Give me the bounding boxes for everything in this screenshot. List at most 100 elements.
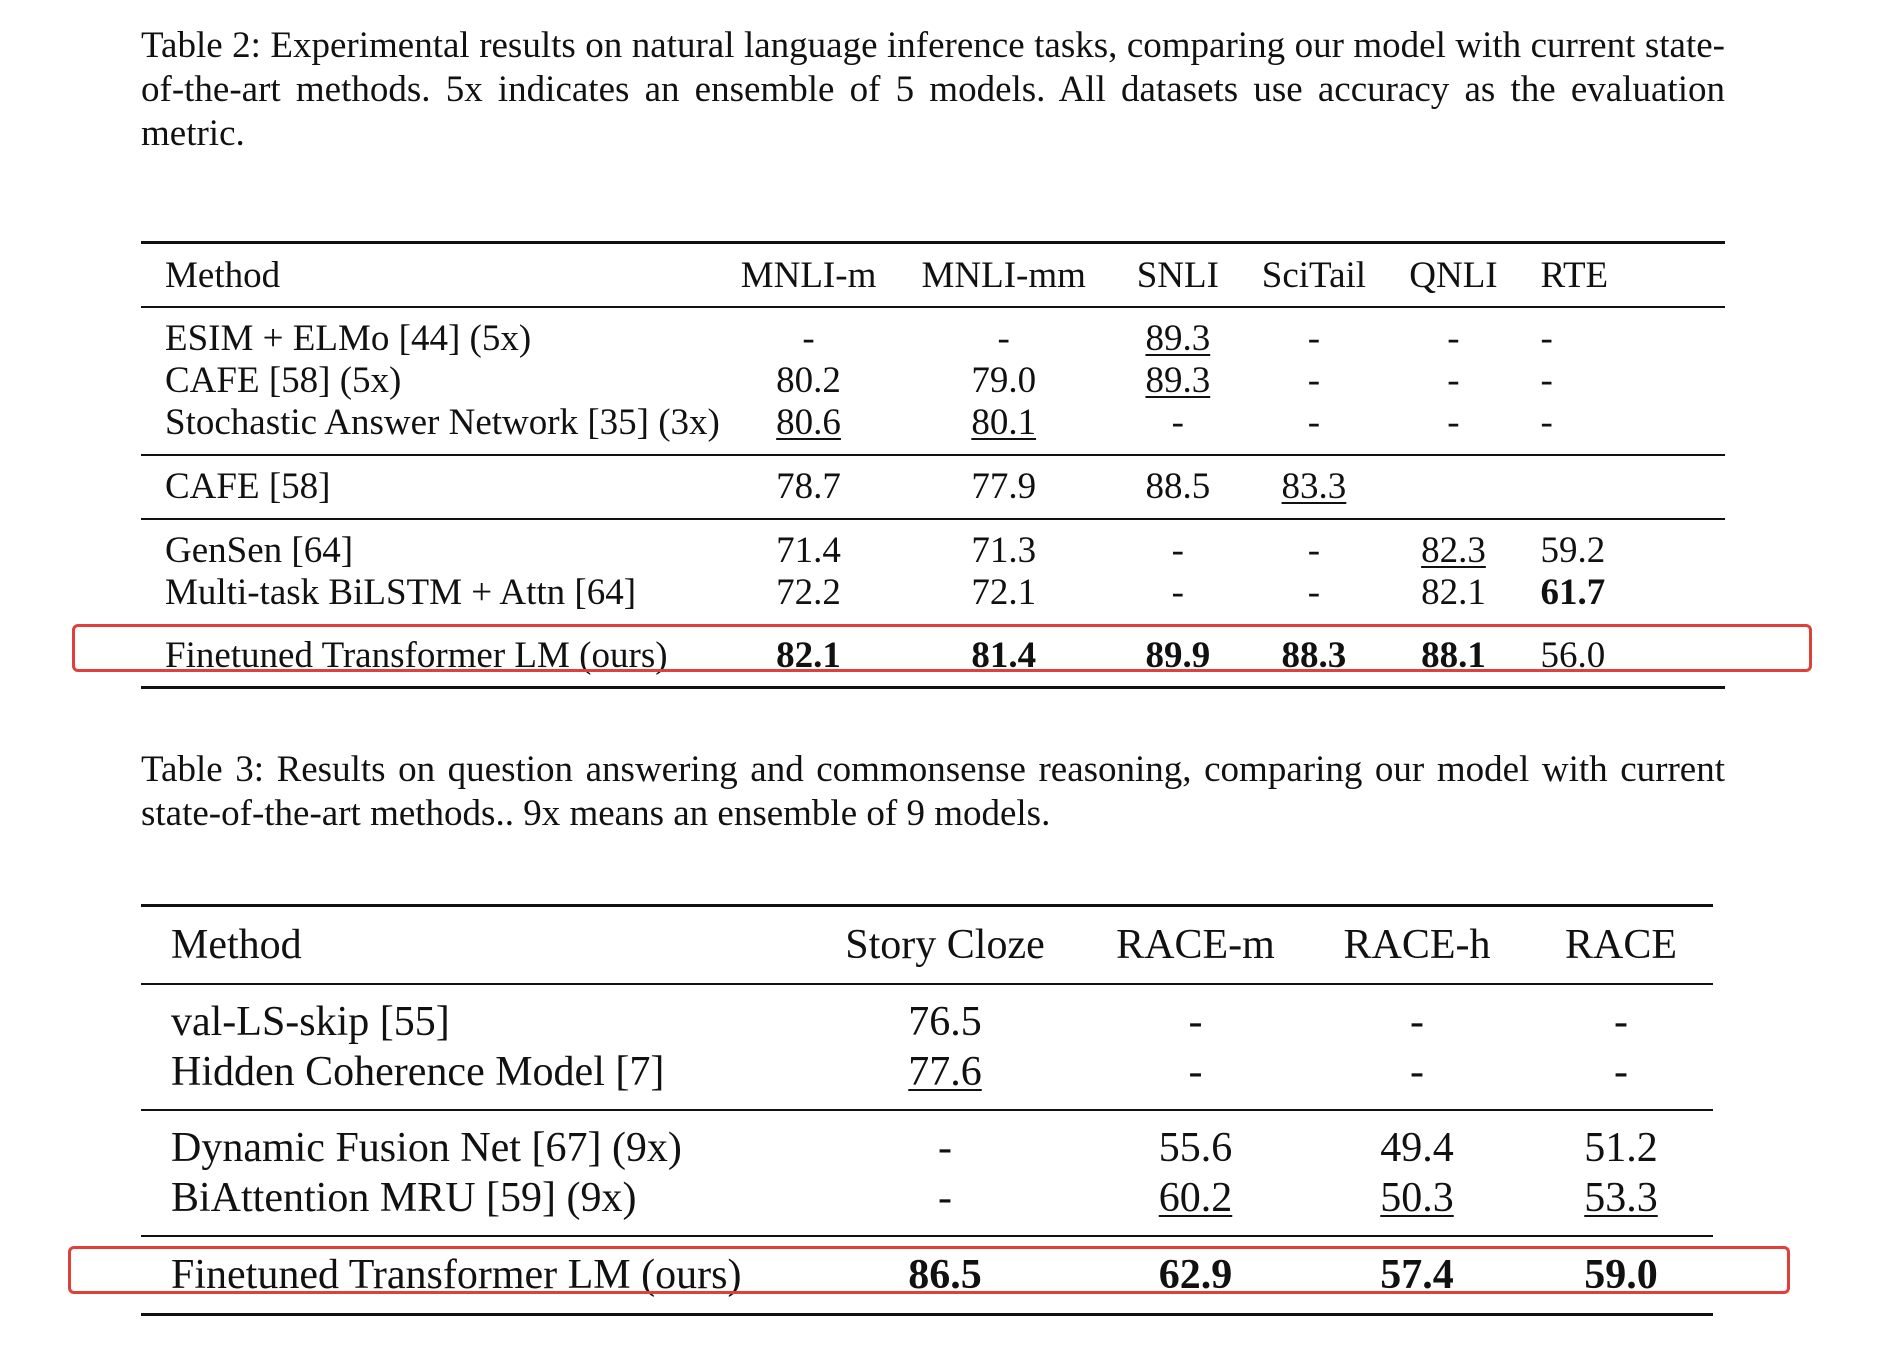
table3-header: RACE-m xyxy=(1116,922,1275,968)
value-cell xyxy=(1382,455,1524,519)
value-cell: - xyxy=(804,1110,1086,1173)
method-cell: CAFE [58] (5x) xyxy=(165,360,402,401)
value-cell: - xyxy=(804,1173,1086,1236)
cell-value: - xyxy=(1447,402,1460,443)
table3-header: Method xyxy=(171,922,302,968)
table3: Method Story Cloze RACE-m RACE-h RACE va… xyxy=(141,904,1713,1316)
table3-caption: Table 3: Results on question answering a… xyxy=(141,749,1725,834)
table3-header: RACE xyxy=(1564,922,1677,968)
value-cell: 81.4 xyxy=(897,625,1110,688)
value-cell: - xyxy=(1245,360,1382,402)
method-cell: CAFE [58] xyxy=(165,466,331,507)
method-cell: GenSen [64] xyxy=(165,530,354,571)
value-cell: - xyxy=(1110,572,1245,625)
value-cell: 78.7 xyxy=(720,455,897,519)
value-cell: 61.7 xyxy=(1525,572,1726,625)
value-cell: 88.3 xyxy=(1245,625,1382,688)
value-cell: 49.4 xyxy=(1305,1110,1529,1173)
table2-header: QNLI xyxy=(1409,254,1498,296)
value-cell: 55.6 xyxy=(1086,1110,1305,1173)
method-cell: BiAttention MRU [59] (9x) xyxy=(171,1175,637,1221)
value-cell: 86.5 xyxy=(804,1236,1086,1315)
cell-value: - xyxy=(1188,1049,1203,1095)
cell-value: - xyxy=(1447,318,1460,359)
value-cell: - xyxy=(897,307,1110,360)
cell-value: 50.3 xyxy=(1380,1175,1454,1221)
value-cell: 59.0 xyxy=(1529,1236,1713,1315)
value-cell: - xyxy=(1529,1047,1713,1110)
value-cell: - xyxy=(1525,307,1726,360)
value-cell: - xyxy=(1245,572,1382,625)
cell-value: 49.4 xyxy=(1380,1125,1454,1171)
cell-value: 51.2 xyxy=(1584,1125,1658,1171)
table3-row: Dynamic Fusion Net [67] (9x) - 55.6 49.4 51.… xyxy=(141,1110,1713,1173)
cell-value: - xyxy=(1171,402,1184,443)
value-cell: 82.1 xyxy=(1382,572,1524,625)
method-cell: Dynamic Fusion Net [67] (9x) xyxy=(171,1125,682,1171)
cell-value: 83.3 xyxy=(1281,466,1347,507)
cell-value: 57.4 xyxy=(1380,1252,1454,1298)
value-cell: 80.2 xyxy=(720,360,897,402)
cell-value: 77.9 xyxy=(971,466,1037,507)
table3-body: val-LS-skip [55] 76.5- - - Hidden Coherence … xyxy=(141,984,1713,1315)
cell-value: - xyxy=(802,318,815,359)
cell-value: 82.1 xyxy=(1421,572,1486,613)
value-cell: 72.1 xyxy=(897,572,1110,625)
cell-value: - xyxy=(1307,402,1321,443)
cell-value: 82.1 xyxy=(776,635,841,676)
method-cell: Finetuned Transformer LM (ours) xyxy=(171,1252,742,1298)
value-cell: 76.5 xyxy=(804,984,1086,1047)
cell-value: 88.5 xyxy=(1145,466,1211,507)
value-cell: 57.4 xyxy=(1305,1236,1529,1315)
cell-value: 71.3 xyxy=(971,530,1037,571)
value-cell: 80.1 xyxy=(897,402,1110,455)
value-cell: - xyxy=(1525,360,1726,402)
value-cell: 50.3 xyxy=(1305,1173,1529,1236)
cell-value: 80.1 xyxy=(971,402,1037,443)
value-cell: 80.6 xyxy=(720,402,897,455)
cell-value: 71.4 xyxy=(776,530,841,571)
value-cell: - xyxy=(1382,360,1524,402)
value-cell: - xyxy=(1382,307,1524,360)
cell-value: 86.5 xyxy=(908,1252,982,1298)
table2-body: ESIM + ELMo [44] (5x) - -89.3- - - CAFE [58] … xyxy=(141,307,1725,688)
value-cell: 88.5 xyxy=(1110,455,1245,519)
cell-value: - xyxy=(938,1175,952,1221)
method-cell: ESIM + ELMo [44] (5x) xyxy=(165,318,532,359)
value-cell: 71.4 xyxy=(720,519,897,572)
table2-header: SNLI xyxy=(1136,254,1219,296)
cell-value: 72.2 xyxy=(776,572,841,613)
cell-value: 59.2 xyxy=(1540,530,1606,571)
value-cell: - xyxy=(1245,402,1382,455)
value-cell: - xyxy=(720,307,897,360)
value-cell: 60.2 xyxy=(1086,1173,1305,1236)
table2-header: SciTail xyxy=(1261,254,1367,296)
cell-value: - xyxy=(1171,572,1184,613)
value-cell: 53.3 xyxy=(1529,1173,1713,1236)
value-cell: 88.1 xyxy=(1382,625,1524,688)
value-cell: - xyxy=(1305,1047,1529,1110)
cell-value: - xyxy=(938,1125,952,1171)
cell-value: 89.3 xyxy=(1145,360,1211,401)
value-cell: - xyxy=(1525,402,1726,455)
cell-value: - xyxy=(1188,999,1203,1045)
value-cell: 72.2 xyxy=(720,572,897,625)
table2-row: CAFE [58] 78.7 77.9 88.5 83.3 xyxy=(141,455,1725,519)
cell-value: 53.3 xyxy=(1584,1175,1658,1221)
cell-value: - xyxy=(1307,360,1321,401)
cell-value: - xyxy=(997,318,1010,359)
value-cell: 51.2 xyxy=(1529,1110,1713,1173)
table3-header-row: Method Story Cloze RACE-m RACE-h RACE xyxy=(141,906,1713,984)
cell-value: 89.3 xyxy=(1145,318,1211,359)
cell-value: 82.3 xyxy=(1421,530,1486,571)
table2-header-row: Method MNLI-m MNLI-mm SNLI SciTail QNLI … xyxy=(141,243,1725,307)
table2-row: GenSen [64] 71.4 71.3 - - 82.3 59.2 xyxy=(141,519,1725,572)
value-cell: 82.1 xyxy=(720,625,897,688)
cell-value: 88.1 xyxy=(1421,635,1486,676)
cell-value: - xyxy=(1614,999,1628,1045)
cell-value: 80.2 xyxy=(776,360,841,401)
table2-header: Method xyxy=(165,254,281,296)
table3-row-ours: Finetuned Transformer LM (ours) 86.5 62.9 5… xyxy=(141,1236,1713,1315)
cell-value: 59.0 xyxy=(1584,1252,1658,1298)
table2-row-ours: Finetuned Transformer LM (ours) 82.1 81.4 8… xyxy=(141,625,1725,688)
